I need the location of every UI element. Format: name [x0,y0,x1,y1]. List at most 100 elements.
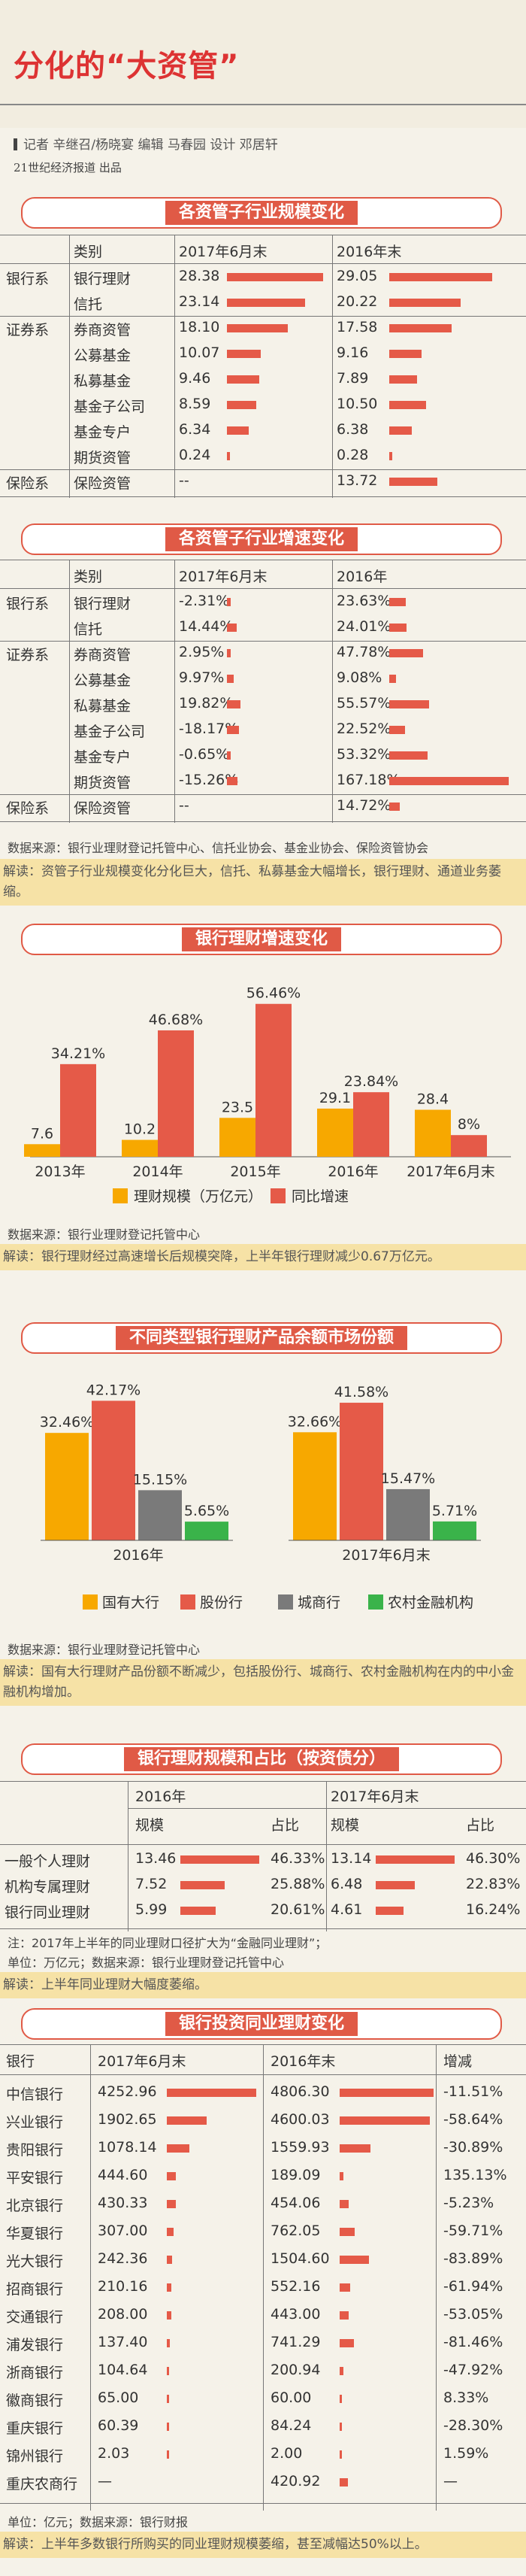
legend-label: 国有大行 [102,1594,159,1611]
table1-title-box: 各资管子行业规模变化 [21,197,502,229]
table2-source: 数据来源：银行业理财登记托管中心、信托业协会、基金业协会、保险资管协会 [8,841,429,855]
column-header: 2016年末 [271,2053,336,2070]
value-bar [389,751,428,760]
value-bar [227,751,231,760]
row-label: 基金专户 [74,424,132,441]
row-label: 浦发银行 [6,2337,64,2353]
cell-value: 7.52 [135,1876,168,1892]
x-tick-label: 2017年6月末 [342,1547,430,1564]
table-bottom-line [0,2503,526,2504]
cell-value: 10.07 [179,344,220,361]
x-tick-label: 2016年 [113,1547,163,1564]
row-label: 银行同业理财 [5,1904,91,1921]
value-bar [340,2450,342,2459]
cell-value: 1902.65 [98,2111,157,2128]
value-bar [180,1855,259,1864]
cell-value: 420.92 [271,2473,321,2490]
cell-value: 60.00 [271,2389,312,2406]
row-label: 期货资管 [74,775,132,791]
cell-value: 4252.96 [98,2083,157,2100]
share-bar [185,1522,228,1540]
column-header: 2017年6月末 [98,2053,186,2070]
value-bar [340,2423,342,2431]
value-bar [340,2256,370,2264]
value-bar [376,1855,455,1864]
cell-value: 13.72 [337,472,378,489]
cell-value: 55.57% [337,695,391,712]
cell-value: 25.88% [271,1876,325,1892]
share-bar [92,1400,135,1540]
cell-value: 4600.03 [271,2111,330,2128]
cell-value: 5.99 [135,1901,168,1918]
value-bar [227,675,234,683]
value-bar [227,299,306,307]
row-label: 华夏银行 [6,2226,64,2242]
data-label: 8% [458,1116,480,1133]
cell-value: 4.61 [331,1901,363,1918]
cell-value: 0.28 [337,447,369,463]
table4-title: 银行投资同业理财变化 [165,2012,358,2036]
table3-title-box: 银行理财规模和占比（按资债分） [21,1743,502,1775]
table-divider [69,235,70,498]
value-bar [180,1881,225,1889]
group-divider [0,469,526,470]
table-divider [332,235,333,498]
cell-value: 8.33% [443,2389,489,2406]
value-bar [227,401,256,409]
cell-value: 443.00 [271,2306,321,2323]
cell-value: — [98,2473,112,2490]
row-label: 交通银行 [6,2309,64,2326]
cell-value: 20.61% [271,1901,325,1918]
column-header: 银行 [6,2053,35,2070]
column-header: 增减 [443,2053,473,2070]
table-top-line [0,1781,526,1782]
header-divider [0,104,526,105]
table-divider [69,560,70,823]
chart2-title-box: 不同类型银行理财产品余额市场份额 [21,1322,502,1354]
value-bar [340,2311,349,2320]
bar-growth [451,1135,487,1157]
value-bar [389,452,392,460]
sub-header: 规模 [331,1817,360,1834]
value-bar [340,2367,344,2375]
cell-value: 84.24 [271,2417,312,2434]
table-header-line [0,588,526,589]
x-tick-label: 2016年 [328,1164,378,1180]
cell-value: 46.30% [466,1850,521,1867]
cell-value: 1.59% [443,2445,489,2462]
row-label: 基金子公司 [74,724,146,740]
row-label: 基金专户 [74,749,132,766]
data-label: 7.6 [31,1125,53,1142]
bar-growth [158,1030,194,1157]
table-divider [326,1781,327,1931]
value-bar [227,598,231,606]
value-bar [180,1907,216,1915]
cell-value: 9.16 [337,344,369,361]
cell-value: -5.23% [443,2195,494,2211]
chart2-source: 数据来源：银行业理财登记托管中心 [8,1643,201,1657]
cell-value: 454.06 [271,2195,321,2211]
bar-scale [122,1139,158,1157]
cell-value: -53.05% [443,2306,503,2323]
value-bar [167,2283,171,2292]
row-label: 银行理财 [74,271,132,287]
cell-value: -59.71% [443,2223,503,2239]
value-bar [167,2200,177,2208]
row-group: 证券系 [6,647,50,663]
cell-value: 18.10 [179,319,220,335]
byline-marker-icon [14,138,17,150]
value-bar [227,624,237,632]
table-divider [174,560,175,823]
table4-note: 单位：亿元；数据来源：银行财报 [8,2515,189,2529]
value-bar [389,350,422,358]
value-bar [227,375,259,384]
x-tick-label: 2017年6月末 [407,1164,494,1180]
data-label: 15.15% [133,1471,187,1488]
chart1-svg: 7.6 34.21% 2013年 10.2 46.68% 2014年 23.5 56.46% 2… [24,985,511,1205]
data-label: 5.65% [184,1503,229,1519]
cell-value: 307.00 [98,2223,148,2239]
cell-value: 20.22 [337,293,378,310]
legend-label: 同比增速 [292,1188,349,1205]
value-bar [167,2450,169,2459]
cell-value: 13.46 [135,1850,177,1867]
